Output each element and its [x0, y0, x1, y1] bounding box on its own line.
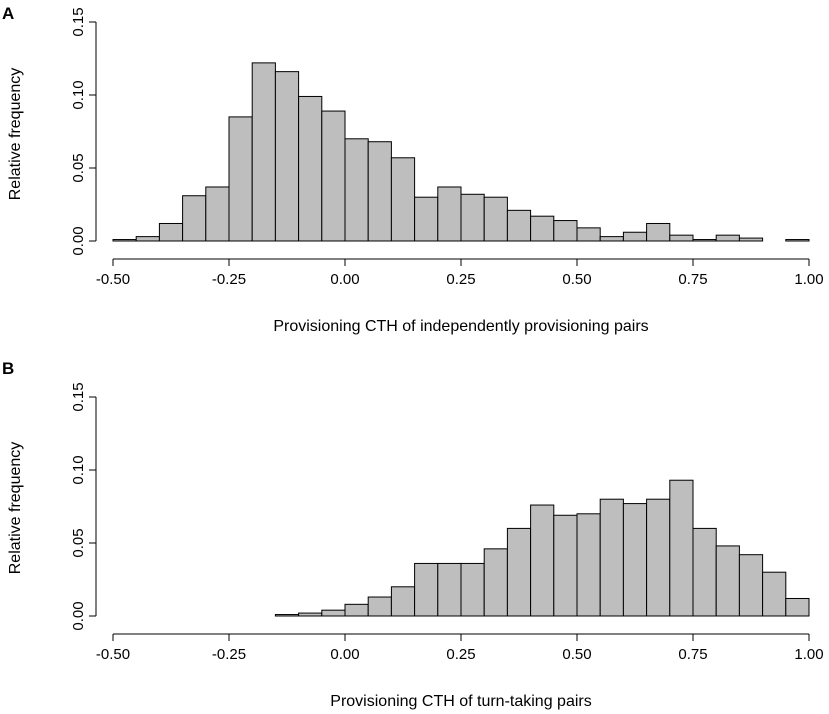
histogram-bar	[414, 196, 439, 242]
histogram-bar	[344, 138, 369, 242]
histogram-bar	[460, 193, 485, 242]
histogram-bar	[553, 220, 578, 242]
histogram-bar	[483, 196, 508, 242]
histogram-bar	[506, 209, 532, 242]
histogram-bar	[530, 504, 555, 617]
x-tick-label: 0.25	[446, 646, 475, 663]
histogram-bar	[321, 110, 346, 242]
y-axis-title-b: Relative frequency	[7, 442, 24, 575]
histogram-bar	[437, 562, 462, 617]
x-tick-label: 0.75	[678, 271, 707, 288]
x-tick-label: 0.50	[562, 271, 591, 288]
histogram-bar	[390, 157, 416, 242]
histogram-bar	[251, 62, 276, 242]
histogram-bar	[785, 597, 810, 617]
histogram-bar	[414, 562, 439, 617]
bars-a	[112, 62, 810, 242]
histogram-bar	[622, 231, 648, 242]
x-tick-label: -0.50	[96, 271, 130, 288]
histogram-bar	[274, 71, 300, 242]
bars-b	[274, 479, 810, 617]
histogram-bar	[135, 236, 160, 242]
histogram-bar	[367, 596, 392, 617]
y-axis-title-a: Relative frequency	[7, 68, 24, 201]
x-axis-b: -0.50 -0.25 0.00 0.25 0.50 0.75 1.00	[96, 633, 824, 663]
y-axis-a: 0.00 0.05 0.10 0.15	[70, 7, 97, 256]
histogram-bar	[112, 239, 137, 242]
histogram-bar	[692, 527, 717, 617]
histogram-bar	[530, 215, 555, 242]
histogram-bar	[622, 503, 648, 617]
histogram-bar	[669, 234, 694, 242]
histogram-bar	[228, 116, 253, 242]
panel-b: B -0.50 -0.25 0.00 0.25 0.50 0.75 1.00 0.000.0…	[2, 359, 824, 710]
x-tick-label: -0.50	[96, 646, 130, 663]
histogram-bar	[367, 141, 392, 242]
histogram-bar	[274, 614, 300, 617]
x-tick-label: 0.00	[330, 271, 359, 288]
histogram-bar	[599, 236, 624, 242]
histogram-bar	[785, 239, 810, 242]
histogram-bar	[669, 479, 694, 617]
x-tick-label: 0.50	[562, 646, 591, 663]
x-axis-a: -0.50 -0.25 0.00 0.25 0.50 0.75 1.00	[96, 258, 824, 288]
histogram-bar	[599, 498, 624, 617]
histogram-bar	[715, 545, 740, 617]
histogram-bar	[298, 95, 323, 242]
x-tick-label: -0.25	[212, 646, 246, 663]
x-axis-title-b: Provisioning CTH of turn-taking pairs	[330, 693, 591, 710]
histogram-bar	[576, 227, 601, 242]
panel-label-b: B	[2, 359, 14, 378]
panel-a: A -0.50 -0.25 0.00 0.25 0.50 0.75 1.00 0.000.0…	[2, 4, 824, 335]
y-tick-label: 0.05	[70, 528, 87, 557]
histogram-bar	[390, 586, 416, 617]
histogram-bar	[646, 498, 671, 617]
x-tick-label: 1.00	[794, 646, 823, 663]
y-tick-label: 0.00	[70, 226, 87, 255]
histogram-bar	[738, 554, 764, 617]
histogram-bar	[437, 186, 462, 242]
histogram-bar	[344, 603, 369, 617]
histogram-bar	[158, 222, 184, 242]
histogram-bar	[692, 239, 717, 242]
x-axis-title-a: Provisioning CTH of independently provis…	[273, 318, 648, 335]
panel-label-a: A	[2, 4, 14, 23]
histogram-bar	[506, 527, 532, 617]
y-tick-label: 0.10	[70, 80, 87, 109]
histogram-bar	[576, 513, 601, 617]
y-tick-label: 0.10	[70, 455, 87, 484]
histogram-bar	[738, 237, 764, 242]
histogram-bar	[298, 612, 323, 617]
y-tick-label: 0.05	[70, 153, 87, 182]
y-tick-label: 0.15	[70, 382, 87, 411]
x-tick-label: 0.75	[678, 646, 707, 663]
histogram-bar	[460, 562, 485, 617]
histogram-bar	[483, 548, 508, 617]
y-axis-b: 0.00 0.05 0.10 0.15	[70, 382, 97, 631]
x-tick-label: 0.00	[330, 646, 359, 663]
x-tick-label: 0.25	[446, 271, 475, 288]
histogram-bar	[321, 609, 346, 617]
y-tick-label: 0.15	[70, 7, 87, 36]
histogram-bar	[182, 195, 207, 242]
histogram-bar	[646, 222, 671, 242]
histogram-bar	[762, 571, 787, 617]
x-tick-label: 1.00	[794, 271, 823, 288]
histogram-bar	[205, 186, 230, 242]
histogram-bar	[715, 234, 740, 242]
y-tick-label: 0.00	[70, 601, 87, 630]
x-tick-label: -0.25	[212, 271, 246, 288]
histogram-bar	[553, 514, 578, 617]
